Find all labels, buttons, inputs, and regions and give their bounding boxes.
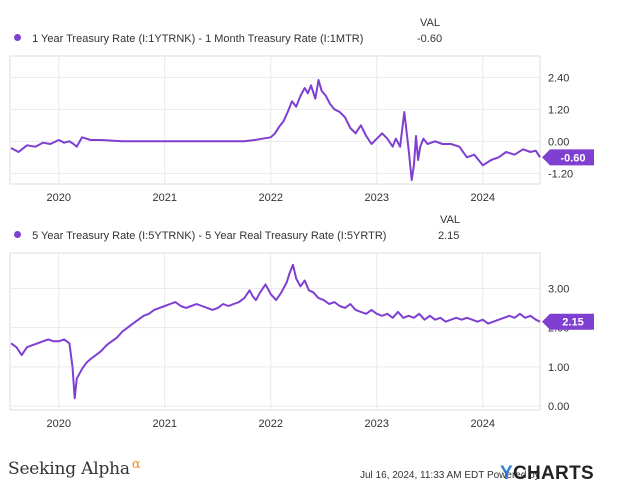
last-value-label-1: -0.60 [560, 152, 585, 164]
x-tick-label: 2022 [259, 192, 283, 204]
y-tick-label: 0.00 [548, 401, 569, 413]
plot-frame-1 [9, 55, 541, 185]
x-tick-label: 2020 [47, 192, 71, 204]
seeking-alpha-logo[interactable]: Seeking Alpha α [8, 457, 141, 479]
val-header-1: VAL [420, 17, 440, 29]
legend-item-2[interactable]: 5 Year Treasury Rate (I:5YTRNK) - 5 Year… [14, 230, 386, 242]
alpha-icon: α [131, 457, 141, 472]
y-tick-label: 1.20 [548, 104, 569, 116]
series-dot-icon [14, 231, 21, 238]
series-dot-icon [14, 34, 21, 41]
y-tick-label: 0.00 [548, 136, 569, 148]
legend-label-1: 1 Year Treasury Rate (I:1YTRNK) - 1 Mont… [32, 33, 364, 45]
x-tick-label: 2021 [153, 192, 177, 204]
timestamp: Jul 16, 2024, 11:33 AM EDT [360, 470, 485, 481]
x-tick-label: 2020 [47, 418, 71, 430]
series-line-2 [10, 263, 541, 400]
footer-meta: Jul 16, 2024, 11:33 AM EDT Powered by [360, 470, 540, 481]
plot-frame-2 [9, 252, 541, 411]
val-header-2: VAL [440, 214, 460, 226]
series-line-1 [10, 79, 541, 181]
x-tick-label: 2024 [471, 192, 495, 204]
y-tick-label: 2.40 [548, 72, 569, 84]
ycharts-y-icon: Y [500, 463, 513, 484]
legend-item-1[interactable]: 1 Year Treasury Rate (I:1YTRNK) - 1 Mont… [14, 33, 363, 45]
last-value-badge-1 [542, 149, 594, 166]
ycharts-logo[interactable]: YCHARTS [500, 463, 594, 485]
brand-name: Seeking Alpha [8, 459, 130, 479]
ycharts-text: CHARTS [512, 463, 594, 484]
last-value-label-2: 2.15 [562, 317, 583, 329]
legend-label-2: 5 Year Treasury Rate (I:5YTRNK) - 5 Year… [32, 230, 387, 242]
y-tick-label: 1.00 [548, 362, 569, 374]
powered-by: Powered by [486, 470, 540, 481]
x-tick-label: 2024 [471, 418, 495, 430]
val-value-1: -0.60 [417, 33, 443, 45]
x-tick-label: 2023 [365, 418, 389, 430]
val-value-2: 2.15 [438, 230, 460, 242]
y-tick-label: 3.00 [548, 283, 569, 295]
last-value-badge-2 [542, 313, 594, 330]
x-tick-label: 2023 [365, 192, 389, 204]
x-tick-label: 2021 [153, 418, 177, 430]
x-tick-label: 2022 [259, 418, 283, 430]
y-tick-label: -1.20 [548, 168, 573, 180]
